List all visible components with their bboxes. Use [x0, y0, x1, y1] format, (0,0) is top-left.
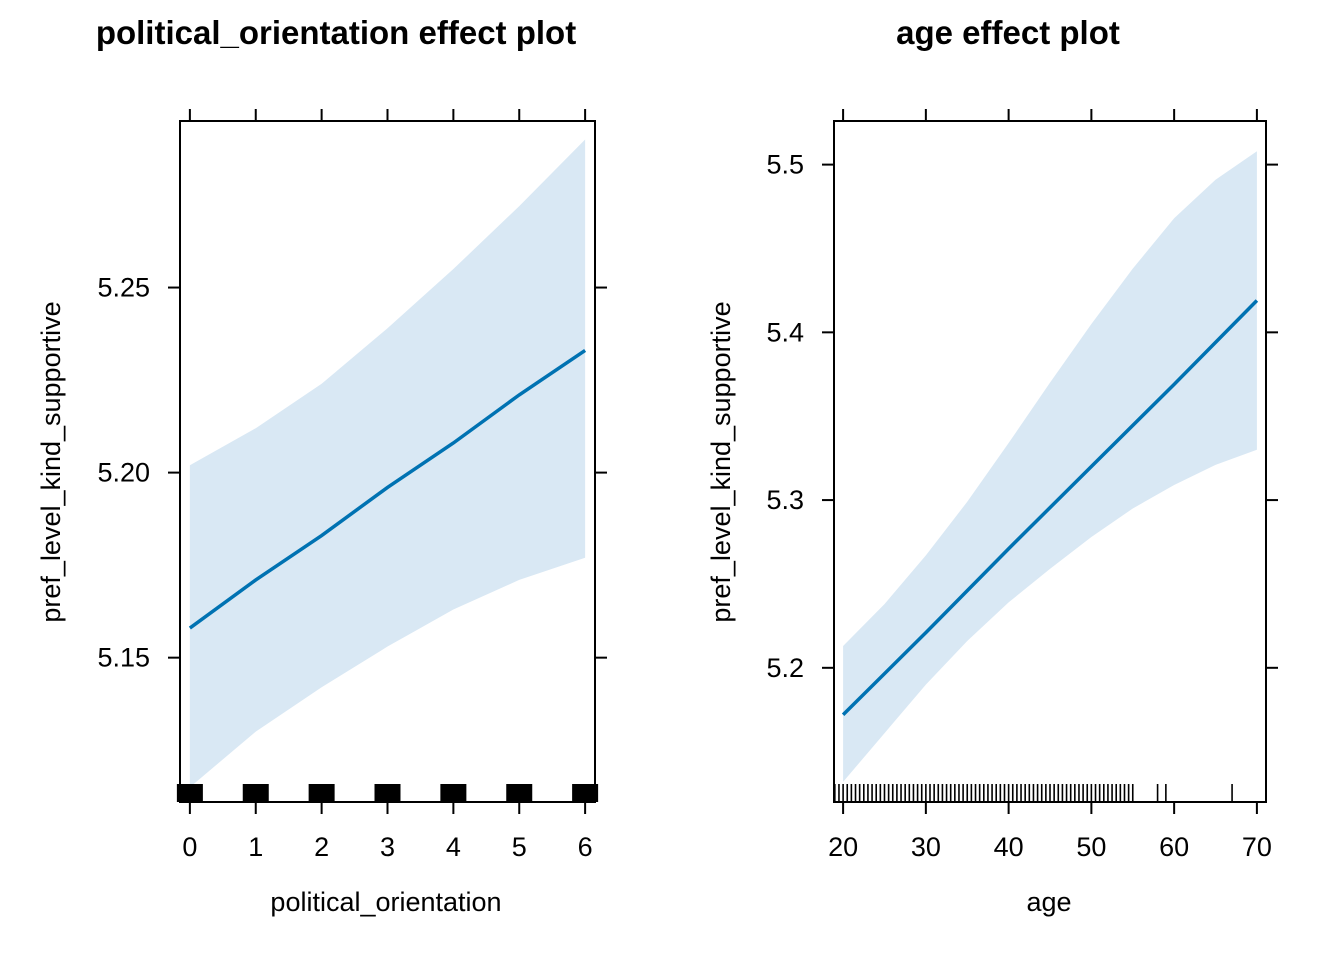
fitted-line: [188, 349, 587, 630]
age-effect-panel: age effect plot age pref_level_kind_supp…: [706, 14, 1278, 917]
plot-frame: [833, 120, 1267, 803]
confidence-band: [189, 139, 586, 788]
x-tick-label: 4: [446, 832, 461, 862]
y-tick-label: 5.3: [766, 485, 804, 515]
x-tick-label: 2: [314, 832, 329, 862]
panel-title: political_orientation effect plot: [96, 14, 576, 51]
rug-mark: [176, 784, 203, 802]
y-tick-label: 5.20: [97, 458, 150, 488]
political-orientation-effect-panel: political_orientation effect plot politi…: [36, 14, 607, 917]
x-tick-label: 5: [512, 832, 527, 862]
panel-title: age effect plot: [896, 14, 1120, 51]
rug: [834, 784, 1233, 802]
x-axis-label: political_orientation: [270, 887, 501, 917]
x-tick-label: 50: [1076, 832, 1106, 862]
rug-mark: [308, 784, 335, 802]
x-axis-label: age: [1026, 887, 1071, 917]
rug: [176, 784, 599, 802]
rug-mark: [374, 784, 401, 802]
y-axis-label: pref_level_kind_supportive: [706, 301, 736, 622]
x-tick-label: 20: [828, 832, 858, 862]
rug-mark: [242, 784, 269, 802]
rug-mark: [572, 784, 599, 802]
x-tick-label: 70: [1242, 832, 1272, 862]
confidence-band: [843, 151, 1257, 782]
x-tick-label: 30: [911, 832, 941, 862]
x-tick-label: 60: [1159, 832, 1189, 862]
rug-mark: [506, 784, 533, 802]
x-tick-label: 6: [578, 832, 593, 862]
x-tick-label: 1: [248, 832, 263, 862]
y-tick-label: 5.25: [97, 273, 150, 303]
x-tick-label: 0: [182, 832, 197, 862]
x-tick-label: 40: [994, 832, 1024, 862]
y-axis-label: pref_level_kind_supportive: [36, 301, 66, 622]
y-tick-label: 5.15: [97, 643, 150, 673]
y-tick-label: 5.4: [766, 317, 804, 347]
fitted-line: [841, 299, 1259, 717]
y-tick-label: 5.5: [766, 150, 804, 180]
rug-mark: [440, 784, 467, 802]
y-tick-label: 5.2: [766, 653, 804, 683]
x-tick-label: 3: [380, 832, 395, 862]
